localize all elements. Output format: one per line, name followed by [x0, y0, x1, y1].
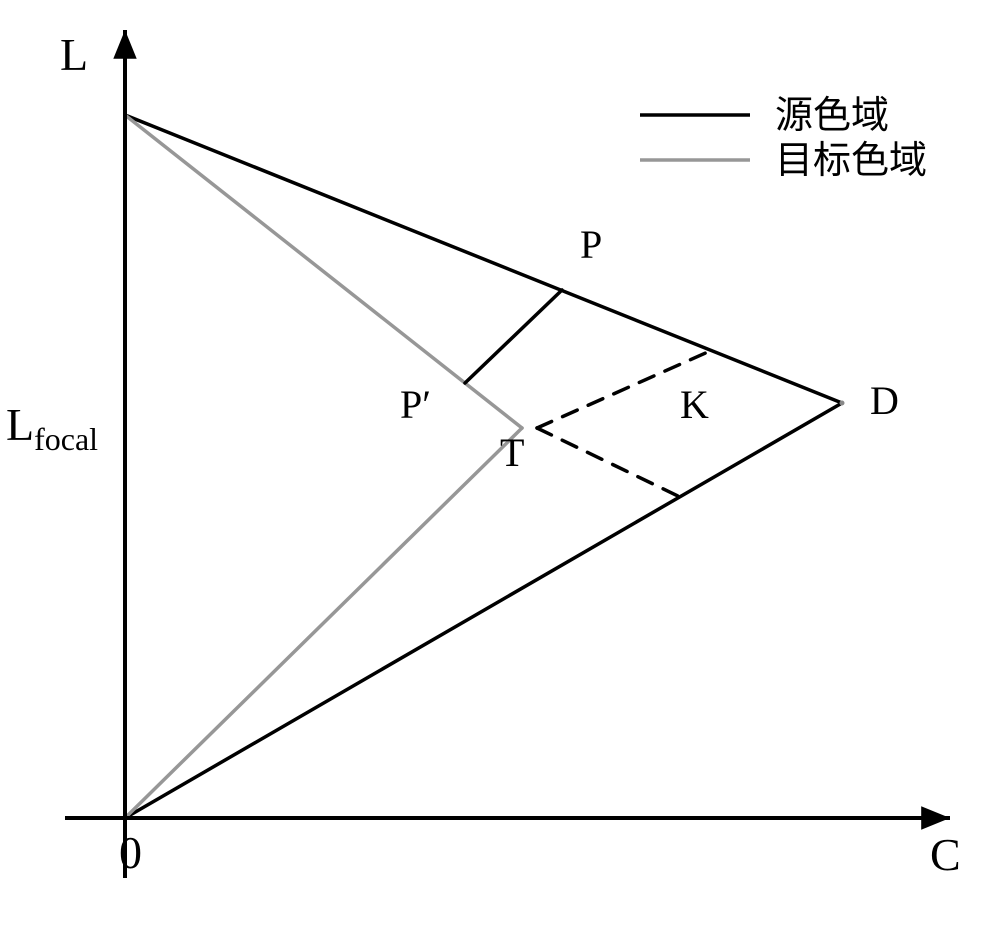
label-P-prime: P′	[400, 382, 431, 427]
lfocal-label: Lfocal	[6, 399, 98, 457]
x-axis-arrow-icon	[921, 806, 950, 829]
x-axis-label: C	[930, 829, 961, 880]
mapping-segment-p-pprime	[465, 290, 562, 383]
y-axis-label: L	[60, 29, 88, 80]
y-axis-arrow-icon	[113, 30, 136, 59]
legend: 源色域 目标色域	[640, 95, 927, 182]
label-K: K	[680, 382, 709, 427]
label-D: D	[870, 378, 899, 423]
label-P: P	[580, 222, 602, 267]
legend-label-target: 目标色域	[775, 140, 927, 182]
target-gamut	[125, 115, 522, 818]
gamut-diagram: L C 0 Lfocal P P′ T K D 源色域 目标色域	[0, 0, 1000, 926]
legend-label-source: 源色域	[775, 95, 889, 137]
point-D-marker	[840, 401, 845, 406]
label-T: T	[500, 430, 524, 475]
origin-label: 0	[119, 827, 142, 878]
